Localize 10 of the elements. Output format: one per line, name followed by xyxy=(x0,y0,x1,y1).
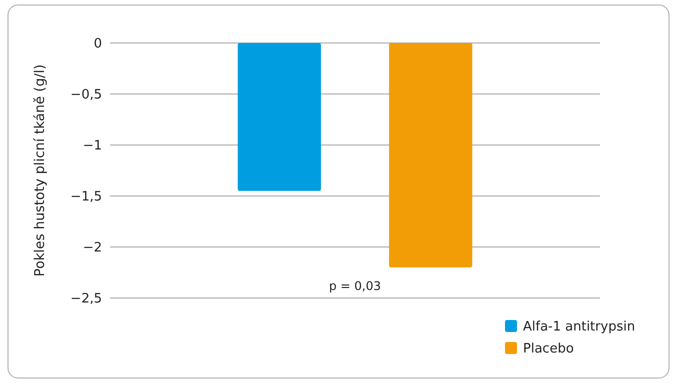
legend-label: Alfa-1 antitrypsin xyxy=(523,320,636,335)
y-tick-label: 0 xyxy=(94,36,102,52)
y-tick-label: −1 xyxy=(82,138,102,154)
y-tick-label: −2,5 xyxy=(70,292,102,307)
y-tick-label: −2 xyxy=(82,240,102,256)
y-tick-label: −0,5 xyxy=(70,88,102,103)
annotation: p = 0,03 xyxy=(328,279,382,293)
y-tick-label: −1,5 xyxy=(70,190,102,205)
y-axis-title: Pokles hustoty plicní tkáně (g/l) xyxy=(32,64,48,277)
legend-label: Placebo xyxy=(523,342,574,357)
